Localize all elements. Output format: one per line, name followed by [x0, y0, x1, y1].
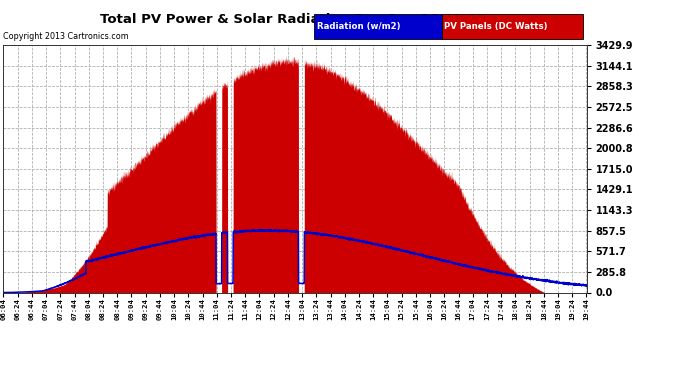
Text: Copyright 2013 Cartronics.com: Copyright 2013 Cartronics.com [3, 32, 129, 41]
Text: Total PV Power & Solar Radiation Sun Aug 18 19:47: Total PV Power & Solar Radiation Sun Aug… [101, 13, 486, 26]
Text: PV Panels (DC Watts): PV Panels (DC Watts) [444, 22, 548, 31]
Text: Radiation (w/m2): Radiation (w/m2) [317, 22, 400, 31]
